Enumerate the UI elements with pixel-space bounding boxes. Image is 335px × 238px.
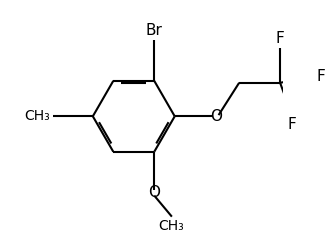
Text: Br: Br [146, 23, 163, 38]
Text: O: O [148, 185, 160, 200]
Text: CH₃: CH₃ [24, 109, 50, 123]
Text: O: O [166, 220, 178, 235]
Text: F: F [276, 31, 284, 46]
Text: CH₃: CH₃ [158, 219, 184, 233]
Text: O: O [210, 109, 222, 124]
Text: F: F [317, 69, 326, 84]
Text: F: F [288, 117, 296, 132]
